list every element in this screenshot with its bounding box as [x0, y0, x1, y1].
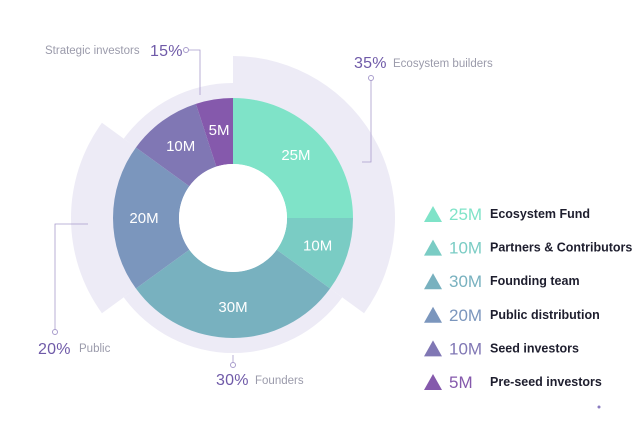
slice-ecosystem-fund [233, 98, 353, 218]
group-band-ecosystem-builders [233, 56, 395, 314]
legend-value: 5M [449, 373, 473, 392]
legend-label: Ecosystem Fund [490, 207, 590, 221]
slice-label-ecosystem-fund: 25M [281, 147, 310, 164]
leader-line [188, 49, 201, 95]
group-annotation-strategic-investors: Strategic investors 15% [45, 43, 201, 95]
group-percent: 35% [354, 55, 387, 72]
legend-swatch [424, 340, 442, 357]
slice-label-founding-team: 30M [218, 299, 247, 316]
leader-line [362, 78, 372, 163]
slice-public-distribution [112, 147, 190, 289]
slice-label-partners-contributors: 10M [303, 238, 332, 255]
legend-label: Public distribution [490, 308, 600, 322]
slice-pre-seed-investors [195, 98, 233, 167]
legend-item-pre-seed-investors: 5M Pre-seed investors [424, 373, 602, 392]
legend: 25M Ecosystem Fund 10M Partners & Contribut… [424, 205, 632, 392]
group-label: Founders [255, 375, 304, 387]
group-band-public [71, 122, 138, 314]
legend-item-founding-team: 30M Founding team [424, 272, 580, 291]
leader-line [54, 223, 88, 330]
leader-dot [368, 75, 374, 81]
slice-founding-team [135, 249, 331, 339]
group-annotation-ecosystem-builders: 35% Ecosystem builders [354, 55, 493, 163]
legend-value: 20M [449, 306, 482, 325]
legend-swatch [424, 306, 442, 323]
donut-slices [112, 98, 353, 339]
legend-item-ecosystem-fund: 25M Ecosystem Fund [424, 205, 590, 224]
legend-value: 10M [449, 339, 482, 358]
legend-label: Pre-seed investors [490, 375, 602, 389]
group-label: Ecosystem builders [393, 58, 493, 70]
legend-label: Seed investors [490, 341, 579, 355]
legend-item-seed-investors: 10M Seed investors [424, 339, 579, 358]
legend-swatch [424, 374, 442, 390]
slice-label-seed-investors: 10M [166, 138, 195, 155]
legend-value: 30M [449, 272, 482, 291]
decorative-dot [597, 405, 601, 409]
legend-value: 10M [449, 239, 482, 258]
group-band-founders [123, 287, 343, 354]
legend-item-partners-contributors: 10M Partners & Contributors [424, 239, 632, 258]
legend-label: Founding team [490, 274, 580, 288]
legend-swatch [424, 239, 442, 256]
slice-label-pre-seed-investors: 5M [209, 122, 230, 139]
group-label: Public [79, 343, 111, 355]
donut-hole [179, 164, 287, 272]
legend-label: Partners & Contributors [490, 241, 632, 255]
group-percent: 20% [38, 341, 71, 358]
group-percent: 15% [150, 43, 183, 60]
legend-swatch [424, 206, 442, 222]
leader-dot [52, 329, 58, 335]
leader-dot [183, 47, 189, 53]
slice-value-labels: 25M 10M 30M 20M 10M 5M [129, 122, 332, 316]
group-percent: 30% [216, 372, 249, 389]
legend-item-public-distribution: 20M Public distribution [424, 306, 600, 325]
group-label: Strategic investors [45, 45, 140, 57]
group-annotation-founders: 30% Founders [216, 355, 304, 389]
slice-partners-contributors [276, 218, 353, 289]
leader-dot [230, 362, 236, 368]
slice-label-public-distribution: 20M [129, 210, 158, 227]
legend-value: 25M [449, 205, 482, 224]
group-annotation-public: 20% Public [38, 223, 111, 358]
legend-swatch [424, 273, 442, 290]
slice-seed-investors [135, 103, 217, 187]
